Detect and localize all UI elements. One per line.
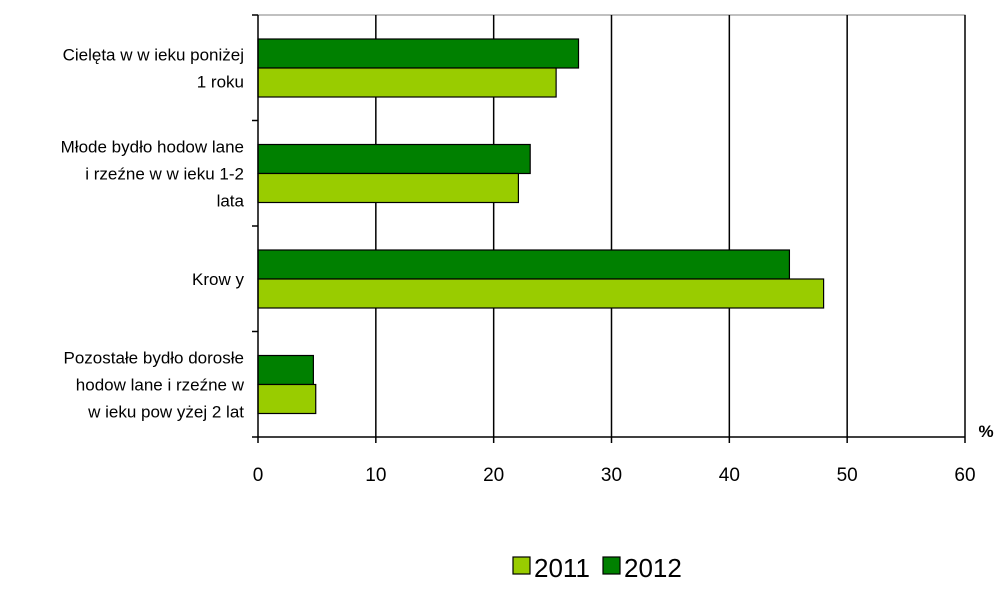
legend-label-2012: 2012 (624, 553, 682, 583)
unit-label: % (978, 422, 993, 441)
legend: 2011 2012 (512, 553, 682, 583)
bar-2011-2 (257, 278, 825, 309)
x-tick-label: 30 (601, 465, 622, 486)
x-tick-label: 50 (837, 465, 858, 486)
category-label: Krow y (192, 270, 244, 289)
bar-2012-1 (257, 143, 531, 175)
x-tick-label: 60 (954, 465, 975, 486)
bar-2011-1 (257, 172, 520, 204)
bar-2012-3 (257, 354, 314, 386)
category-label: Pozostałe bydło dorosłe hodow lane i rzeź… (63, 349, 244, 422)
axes (252, 14, 966, 443)
legend-swatch-2011 (512, 556, 531, 575)
bar-2011-3 (257, 383, 317, 415)
bars (257, 38, 825, 415)
legend-label-2011: 2011 (534, 553, 590, 583)
category-label: Młode bydło hodow lane i rzeźne w w ieku … (61, 138, 245, 211)
x-tick-label: 0 (253, 465, 264, 486)
legend-swatch-2012 (602, 556, 621, 575)
tick-labels: 0 10 20 30 40 50 60 (253, 465, 976, 486)
x-tick-label: 10 (365, 465, 386, 486)
category-labels: Cielęta w w ieku poniżej 1 roku Młode bydł… (61, 46, 245, 422)
category-label: Cielęta w w ieku poniżej 1 roku (63, 46, 244, 92)
x-tick-label: 40 (719, 465, 740, 486)
x-tick-label: 20 (483, 465, 504, 486)
bar-2012-0 (257, 38, 580, 69)
bar-2011-0 (257, 67, 557, 98)
bar-2012-2 (257, 249, 791, 280)
